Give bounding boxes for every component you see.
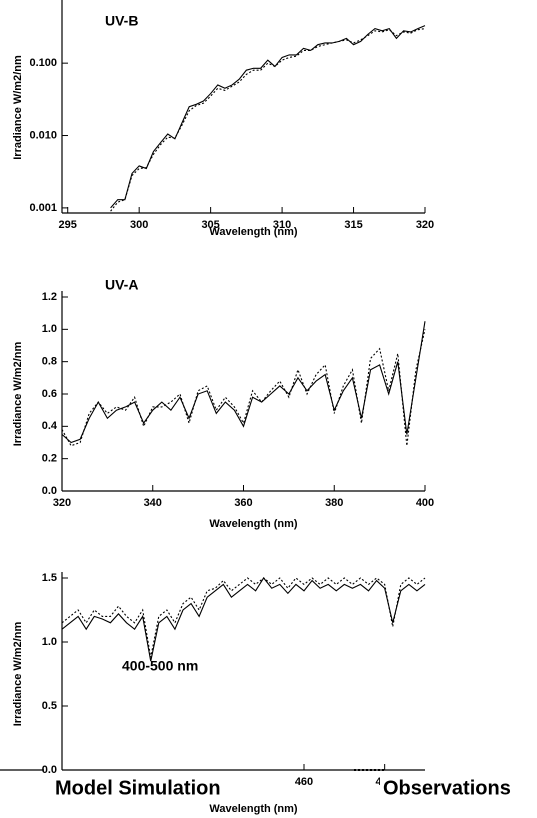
y-tick-label: 0.4 <box>42 420 58 432</box>
x-tick-label: 300 <box>130 219 148 231</box>
annotation: UV-A <box>105 277 138 293</box>
series-line <box>62 577 426 662</box>
x-tick-label: 320 <box>53 497 71 509</box>
legend-label: Model Simulation <box>55 777 221 799</box>
y-tick-label: 0.0 <box>42 764 57 776</box>
y-tick-label: 0.100 <box>29 57 57 69</box>
x-axis-label: Wavelength (nm) <box>209 518 298 530</box>
y-tick-label: 0.001 <box>29 202 57 214</box>
y-tick-label: 0.5 <box>42 700 57 712</box>
x-tick-label: 380 <box>325 497 343 509</box>
y-tick-label: 0.0 <box>42 485 57 497</box>
x-tick-label: 310 <box>273 219 291 231</box>
y-tick-label: 0.6 <box>42 388 57 400</box>
legend: Model Simulation Observations <box>0 769 536 801</box>
y-tick-label: 0.010 <box>29 129 57 141</box>
y-tick-label: 1.0 <box>42 636 57 648</box>
x-tick-label: 315 <box>344 219 362 231</box>
y-tick-label: 1.2 <box>42 291 57 303</box>
series-line <box>110 28 426 212</box>
legend-bg <box>380 775 536 801</box>
x-tick-label: 305 <box>201 219 219 231</box>
y-tick-label: 0.8 <box>42 356 57 368</box>
x-tick-label: 400 <box>416 497 434 509</box>
series-line <box>62 329 426 447</box>
annotation: 400-500 nm <box>122 658 198 674</box>
series-line <box>62 577 426 658</box>
y-tick-label: 1.0 <box>42 323 57 335</box>
x-tick-label: 460 <box>295 776 313 788</box>
series-line <box>110 25 426 209</box>
y-tick-label: 1.5 <box>42 572 57 584</box>
x-axis-label: Wavelength (nm) <box>209 803 298 815</box>
x-tick-label: 295 <box>59 219 77 231</box>
x-tick-label: 360 <box>234 497 252 509</box>
legend-bg <box>50 775 230 801</box>
legend-label: Observations <box>383 777 511 799</box>
y-axis-label: Irradiance W/m2/nm <box>12 55 24 160</box>
y-axis-label: Irradiance W/m2/nm <box>12 622 24 727</box>
annotation: UV-B <box>105 13 138 29</box>
x-axis-label: Wavelength (nm) <box>209 226 298 238</box>
series-line <box>62 321 426 444</box>
x-tick-label: 340 <box>144 497 162 509</box>
y-tick-label: 0.2 <box>42 453 57 465</box>
x-tick-label: 320 <box>416 219 434 231</box>
y-axis-label: Irradiance W/m2/nm <box>12 342 24 447</box>
